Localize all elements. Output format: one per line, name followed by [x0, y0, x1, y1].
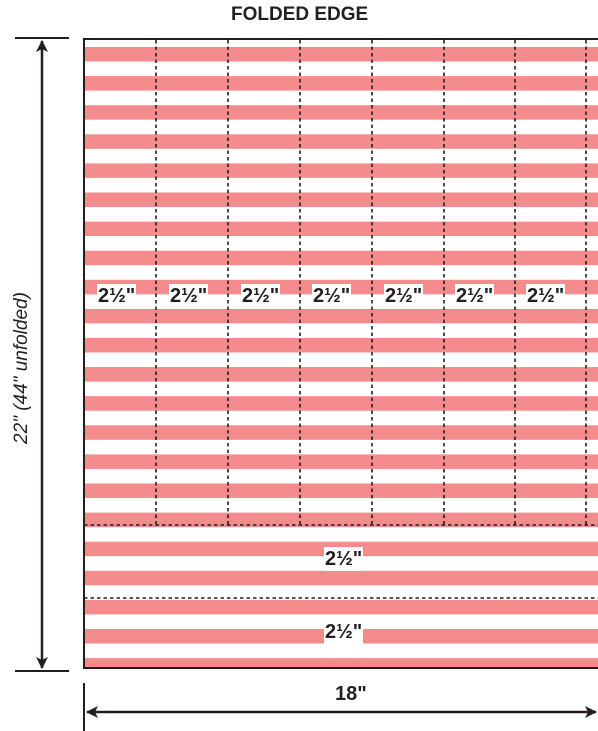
stripe-band [84, 76, 598, 91]
folded-edge-title: FOLDED EDGE [231, 4, 369, 25]
vertical-strip-label-5: 2½" [384, 284, 424, 308]
stripe-band [84, 221, 598, 237]
stripe-band [84, 454, 598, 469]
horizontal-strip-label-2: 2½" [324, 620, 364, 644]
stripe-band [84, 105, 598, 120]
stripe-band [84, 47, 598, 62]
stripe-band [84, 396, 598, 411]
width-label: 18" [335, 683, 367, 705]
vertical-strip-label-4: 2½" [312, 284, 352, 308]
stripe-band [84, 250, 598, 266]
fabric-outline [83, 38, 598, 669]
vertical-strip-label-7: 2½" [526, 284, 566, 308]
stripe-band [84, 483, 598, 498]
stripe-band [84, 599, 598, 615]
vertical-strip-label-2: 2½" [169, 284, 209, 308]
height-label: 22" (44" unfolded) [11, 292, 32, 444]
stripe-band [84, 134, 598, 149]
cut-lines [84, 40, 598, 599]
stripe-band [84, 512, 598, 528]
stripe-band [84, 658, 598, 668]
vertical-strip-label-1: 2½" [97, 284, 137, 308]
fabric-stripes [84, 47, 598, 668]
vertical-strip-label-3: 2½" [241, 284, 281, 308]
stripe-band [84, 338, 598, 353]
vertical-strip-label-6: 2½" [455, 284, 495, 308]
stripe-band [84, 425, 598, 440]
stripe-band [84, 367, 598, 382]
horizontal-strip-label-1: 2½" [324, 547, 364, 571]
stripe-band [84, 163, 598, 178]
stripe-band [84, 308, 598, 324]
stripe-band [84, 192, 598, 207]
stripe-band [84, 570, 598, 586]
